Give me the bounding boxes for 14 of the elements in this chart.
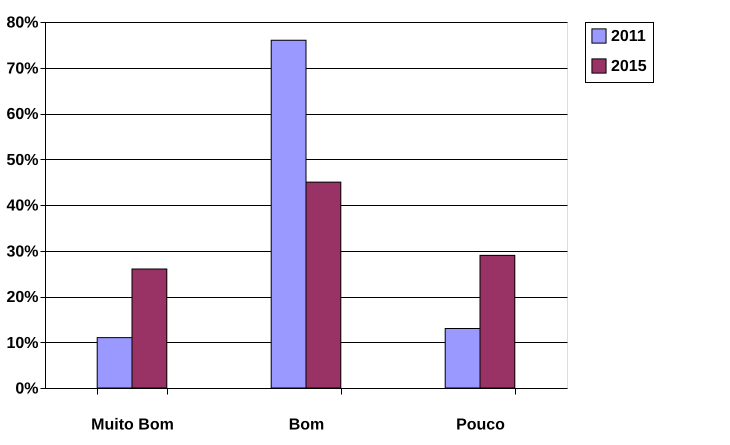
y-tick-label: 0% <box>15 380 38 398</box>
x-tick-label: Muito Bom <box>91 416 174 434</box>
y-tick-label: 70% <box>6 60 38 78</box>
y-tick-label: 40% <box>6 198 38 214</box>
legend-label: 2015 <box>611 58 647 75</box>
y-tick-label: 80% <box>6 14 38 32</box>
legend-label: 2011 <box>611 28 646 45</box>
y-tick-label: 50% <box>6 152 38 169</box>
x-tick-label: Bom <box>288 416 324 434</box>
y-tick-label: 10% <box>6 334 38 352</box>
y-tick-label: 60% <box>6 106 38 123</box>
y-tick-label: 20% <box>6 289 38 306</box>
x-tick-label: Pouco <box>456 416 506 434</box>
y-tick-label: 30% <box>6 243 38 260</box>
